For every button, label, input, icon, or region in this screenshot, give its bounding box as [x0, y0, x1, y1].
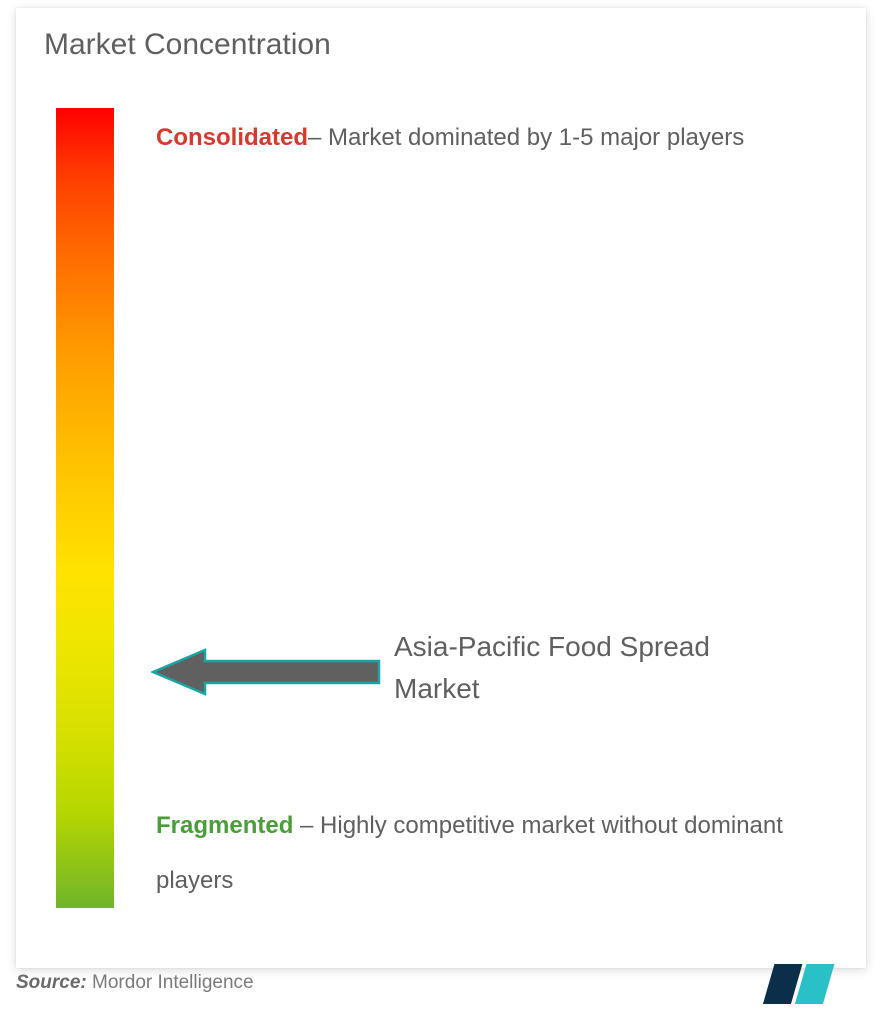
fragmented-label: Fragmented: [156, 812, 293, 839]
consolidated-description: Consolidated– Market dominated by 1-5 ma…: [156, 110, 836, 165]
source-label: Source:: [16, 972, 87, 993]
infographic-card: Market Concentration Consolidated– Marke…: [16, 8, 866, 968]
consolidated-label: Consolidated: [156, 124, 308, 151]
consolidated-text: – Market dominated by 1-5 major players: [308, 124, 744, 151]
marker-label: Asia-Pacific Food Spread Market: [394, 626, 754, 710]
source-name: Mordor Intelligence: [87, 972, 254, 993]
source-attribution: Source: Mordor Intelligence: [16, 972, 254, 994]
mordor-logo: [753, 962, 849, 1006]
fragmented-description: Fragmented – Highly competitive market w…: [156, 798, 836, 908]
page-title: Market Concentration: [44, 28, 331, 62]
marker-arrow: [151, 646, 381, 698]
arrow-left-icon: [151, 646, 381, 698]
logo-icon: [753, 962, 849, 1006]
concentration-gradient-bar: [56, 108, 114, 908]
